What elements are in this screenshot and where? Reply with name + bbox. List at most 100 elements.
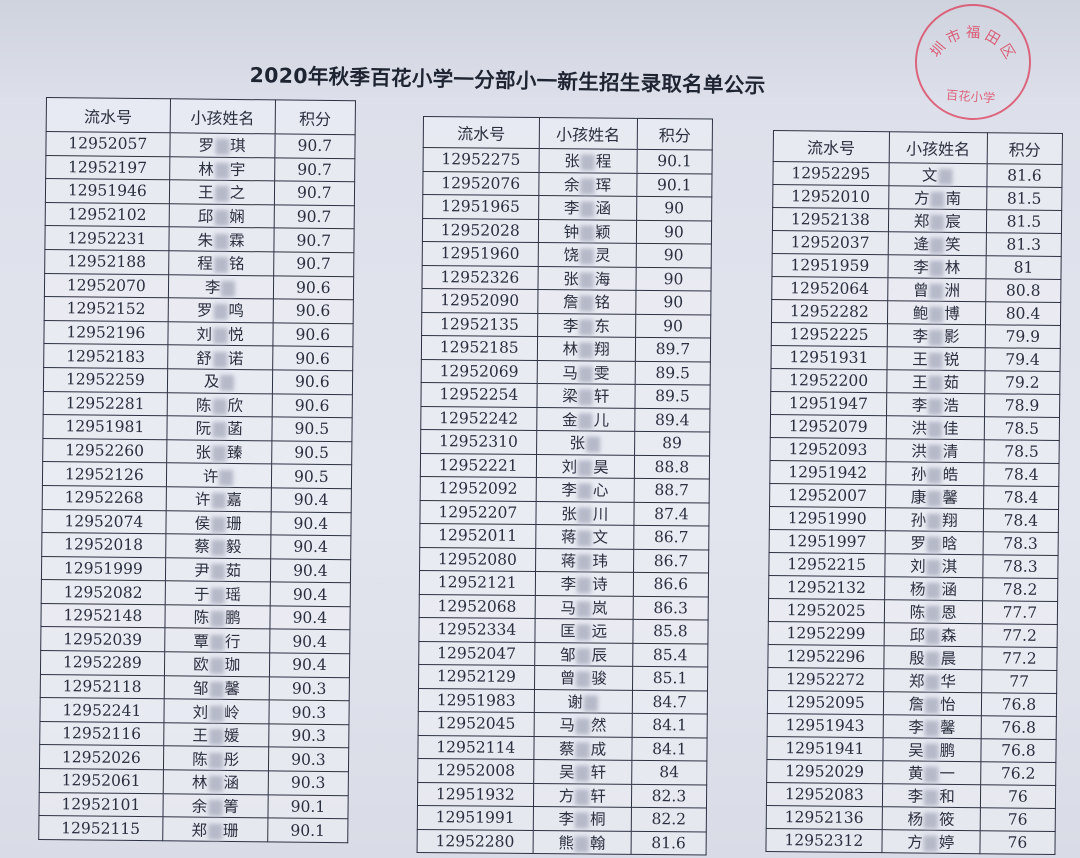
- redacted-character: [209, 634, 224, 651]
- surname: 欧: [193, 655, 209, 675]
- surname: 饶: [563, 246, 580, 265]
- child-name: 方婷: [881, 829, 981, 854]
- surname: 陈: [909, 603, 926, 622]
- surname: 马: [560, 598, 577, 618]
- redacted-character: [928, 375, 943, 392]
- surname: 邹: [192, 679, 209, 698]
- redacted-character: [212, 398, 227, 415]
- child-name: 许嘉: [165, 486, 272, 512]
- surname: 阮: [195, 420, 212, 439]
- serial-number: 12952082: [41, 579, 166, 605]
- points: 78.3: [982, 531, 1059, 556]
- header-points: 积分: [987, 132, 1063, 165]
- child-name: 李心: [535, 477, 635, 502]
- serial-number: 12951990: [769, 506, 886, 531]
- given-name-end: 辰: [591, 646, 608, 665]
- surname: 王: [192, 726, 209, 745]
- given-name-end: 珈: [224, 656, 241, 675]
- redacted-character: [209, 681, 224, 698]
- table-row: 12951932 方轩 82.3: [417, 781, 707, 809]
- points: 89.5: [635, 360, 711, 386]
- child-name: 殷晨: [883, 645, 982, 670]
- given-name-end: 远: [591, 622, 608, 641]
- given-name-end: 东: [594, 317, 610, 336]
- surname: 匡: [560, 622, 576, 641]
- serial-number: 12952101: [38, 792, 163, 817]
- points: 77.2: [981, 623, 1058, 648]
- table-row: 12952102 邱娴 90.7: [45, 202, 355, 230]
- table-row: 12952296 殷晨 77.2: [767, 644, 1058, 671]
- child-name: 文: [888, 162, 988, 187]
- table-row: 12951941 吴鹏 76.8: [766, 736, 1057, 763]
- given-name-end: 茹: [225, 561, 242, 581]
- serial-number: 12952132: [768, 575, 885, 600]
- child-name: 李影: [886, 323, 986, 348]
- serial-number: 12952138: [772, 207, 889, 232]
- redacted-character: [928, 352, 943, 369]
- given-name-end: 彤: [223, 750, 240, 769]
- redacted-character: [575, 812, 590, 829]
- redacted-character: [925, 628, 941, 645]
- table-row: 12952299 邱森 77.2: [768, 621, 1058, 648]
- table-row: 12952114 蔡成 84.1: [417, 734, 708, 762]
- child-name: 邹馨: [163, 675, 270, 701]
- redacted-character: [213, 304, 228, 321]
- table-row: 12952118 邹馨 90.3: [40, 674, 350, 701]
- table-row: 12952289 欧珈 90.4: [40, 650, 350, 678]
- redacted-character: [579, 248, 595, 265]
- child-name: 郑珊: [162, 816, 268, 842]
- redacted-character: [925, 674, 940, 691]
- points: 81.5: [986, 209, 1062, 234]
- redacted-character: [579, 295, 594, 312]
- serial-number: 12952185: [421, 335, 538, 361]
- redacted-character: [924, 789, 939, 806]
- surname: 李: [563, 199, 580, 218]
- table-row: 12952080 蒋玮 86.7: [419, 546, 709, 574]
- serial-number: 12952064: [771, 276, 888, 301]
- points: 90.6: [273, 275, 354, 300]
- child-name: 马雯: [536, 360, 636, 385]
- points: 89.4: [634, 407, 710, 433]
- points: 90.3: [268, 700, 350, 725]
- serial-number: 12952079: [770, 414, 887, 439]
- surname: 马: [559, 716, 575, 735]
- given-name-end: 鸣: [228, 302, 244, 321]
- given-name-end: 娴: [229, 208, 245, 227]
- given-name-end: 雯: [593, 364, 610, 383]
- surname: 李: [562, 316, 579, 336]
- points: 85.1: [632, 666, 708, 691]
- serial-number: 12952188: [44, 249, 169, 275]
- table-row: 12952068 马岚 86.3: [419, 593, 709, 621]
- points: 90.4: [269, 582, 351, 607]
- surname: 李: [558, 810, 575, 829]
- table-row: 12952148 陈鹏 90.4: [40, 603, 351, 631]
- table-row: 12952129 曾骏 85.1: [418, 664, 708, 691]
- serial-number: 12952183: [43, 343, 168, 369]
- surname: 刘: [192, 703, 209, 722]
- serial-number: 12952074: [41, 508, 166, 534]
- serial-number: 12952093: [770, 437, 886, 462]
- table-row: 12952074 侯珊 90.4: [41, 508, 352, 536]
- points: 86.7: [633, 525, 709, 550]
- points: 90.3: [268, 676, 350, 701]
- child-name: 朱霖: [168, 227, 274, 252]
- admission-table-1: 流水号 小孩姓名 积分 12952057 罗琪 90.7 12952197 林宇 90.7 129…: [38, 97, 356, 844]
- serial-number: 12952241: [39, 697, 164, 723]
- redacted-character: [575, 718, 590, 735]
- redacted-character: [576, 601, 591, 618]
- given-name-end: 之: [229, 184, 246, 203]
- redacted-character: [208, 799, 223, 816]
- given-name-end: 嘉: [226, 491, 243, 510]
- points: 90.7: [273, 251, 354, 277]
- child-name: 刘昊: [535, 454, 635, 479]
- serial-number: 12951941: [766, 736, 883, 761]
- surname: 余: [564, 175, 580, 195]
- surname: 康: [910, 488, 927, 507]
- table-row: 12952082 于瑶 90.4: [41, 579, 351, 607]
- child-name: 王锐: [886, 346, 986, 371]
- child-name: 刘悦: [167, 321, 273, 347]
- table-row: 12952064 曾洲 80.8: [771, 276, 1061, 303]
- child-name: 王茹: [886, 369, 985, 394]
- points: 81.6: [986, 163, 1063, 188]
- child-name: 陈鹏: [164, 604, 270, 630]
